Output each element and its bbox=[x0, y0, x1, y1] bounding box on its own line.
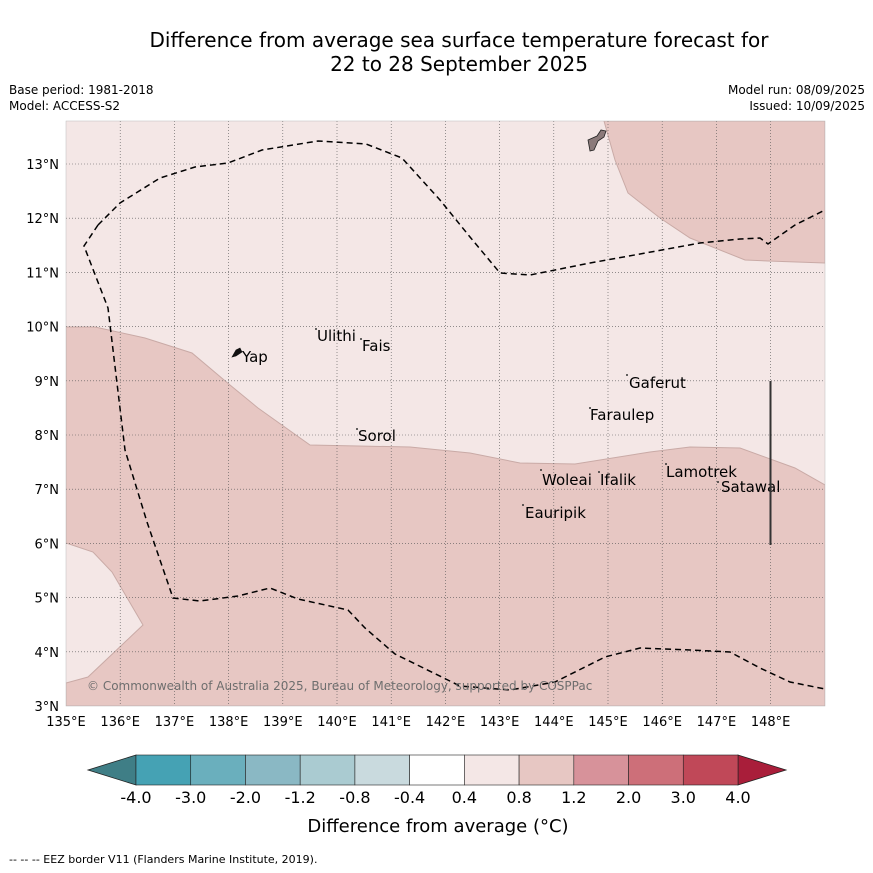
colorbar-segment bbox=[464, 754, 520, 786]
lon-tick-label: 148°E bbox=[751, 715, 791, 730]
lon-tick-label: 137°E bbox=[155, 715, 195, 730]
colorbar-segment bbox=[628, 754, 684, 786]
model-run: Model run: 08/09/2025 bbox=[727, 83, 865, 97]
colorbar-tick-label: 3.0 bbox=[671, 788, 696, 807]
lat-tick-label: 5°N bbox=[35, 592, 60, 607]
place-label-ifalik: Ifalik bbox=[600, 471, 636, 489]
place-label-faraulep: Faraulep bbox=[590, 406, 654, 424]
lon-tick-label: 142°E bbox=[426, 715, 466, 730]
colorbar-segment bbox=[409, 754, 465, 786]
island-dot bbox=[598, 471, 600, 473]
lon-tick-label: 146°E bbox=[642, 715, 682, 730]
graticule bbox=[66, 121, 825, 706]
base-period: Base period: 1981-2018 bbox=[9, 83, 154, 97]
lat-tick-label: 9°N bbox=[35, 375, 60, 390]
island-dot bbox=[356, 428, 358, 430]
colorbar-tick-label: 1.2 bbox=[561, 788, 586, 807]
colorbar-segment bbox=[354, 754, 410, 786]
island-dot bbox=[626, 374, 628, 376]
lat-tick-label: 13°N bbox=[26, 158, 59, 173]
axis-ticks: 135°E 136°E 137°E 138°E 139°E 140°E 141°E 142°E… bbox=[26, 158, 790, 730]
colorbar-under-arrow bbox=[86, 754, 137, 786]
title-line-2: 22 to 28 September 2025 bbox=[330, 52, 588, 76]
lat-tick-label: 12°N bbox=[26, 212, 59, 227]
place-label-yap: Yap bbox=[241, 348, 268, 366]
meta-right: Model run: 08/09/2025 Issued: 10/09/2025 bbox=[728, 82, 865, 114]
colorbar-tick-label: 0.8 bbox=[506, 788, 531, 807]
colorbar-tick-label: -1.2 bbox=[285, 788, 316, 807]
lat-tick-label: 4°N bbox=[35, 646, 60, 661]
lon-tick-label: 145°E bbox=[588, 715, 628, 730]
lat-tick-label: 7°N bbox=[35, 483, 60, 498]
place-label-fais: Fais bbox=[362, 337, 391, 355]
eez-border bbox=[83, 140, 825, 691]
colorbar-segment bbox=[518, 754, 575, 786]
lon-tick-label: 140°E bbox=[317, 715, 357, 730]
island-dot bbox=[665, 463, 667, 465]
lon-tick-label: 144°E bbox=[534, 715, 574, 730]
lat-tick-label: 11°N bbox=[26, 266, 59, 281]
title-line-1: Difference from average sea surface temp… bbox=[149, 28, 769, 52]
place-label-ulithi: Ulithi bbox=[317, 327, 356, 345]
anomaly-region-south bbox=[66, 326, 825, 706]
lon-tick-label: 143°E bbox=[480, 715, 520, 730]
colorbar-segment bbox=[682, 754, 739, 786]
place-label-satawal: Satawal bbox=[721, 478, 780, 496]
lat-tick-label: 6°N bbox=[35, 537, 60, 552]
place-label-sorol: Sorol bbox=[358, 427, 396, 445]
eez-legend: -- -- -- EEZ border V11 (Flanders Marine… bbox=[9, 853, 318, 866]
map-plot-area: Yap Ulithi Fais Sorol Gaferut Faraulep Woleai I… bbox=[66, 121, 825, 706]
colorbar-tick-label: -2.0 bbox=[230, 788, 261, 807]
place-label-gaferut: Gaferut bbox=[629, 374, 686, 392]
colorbar-segment bbox=[135, 754, 192, 786]
issued-date: Issued: 10/09/2025 bbox=[749, 99, 865, 113]
island-dot bbox=[522, 504, 524, 506]
colorbar-over-arrow bbox=[737, 754, 788, 786]
anomaly-region-northeast bbox=[603, 121, 825, 264]
lat-tick-label: 3°N bbox=[35, 700, 60, 715]
lon-tick-label: 141°E bbox=[371, 715, 411, 730]
guam-island bbox=[587, 129, 607, 152]
place-labels: Yap Ulithi Fais Sorol Gaferut Faraulep Woleai I… bbox=[241, 327, 780, 522]
colorbar-tick-label: -3.0 bbox=[175, 788, 206, 807]
map-frame bbox=[65, 120, 826, 707]
colorbar-tick-label: 2.0 bbox=[616, 788, 641, 807]
colorbar-segment bbox=[190, 754, 246, 786]
chart-title: Difference from average sea surface temp… bbox=[0, 28, 873, 76]
yap-island bbox=[231, 347, 243, 358]
meta-left: Base period: 1981-2018 Model: ACCESS-S2 bbox=[9, 82, 154, 114]
island-dot bbox=[589, 407, 591, 409]
lon-tick-label: 139°E bbox=[263, 715, 303, 730]
lat-tick-label: 8°N bbox=[35, 429, 60, 444]
lon-tick-label: 136°E bbox=[100, 715, 140, 730]
place-label-lamotrek: Lamotrek bbox=[666, 463, 737, 481]
island-dot bbox=[717, 481, 719, 483]
copyright-text: © Commonwealth of Australia 2025, Bureau… bbox=[87, 679, 592, 693]
place-label-woleai: Woleai bbox=[542, 471, 592, 489]
colorbar-label: Difference from average (°C) bbox=[307, 816, 568, 837]
colorbar: -4.0 -3.0 -2.0 -1.2 -0.8 -0.4 0.4 0.8 1.2 2.0 3.0 4… bbox=[86, 754, 788, 807]
colorbar-tick-label: -0.8 bbox=[339, 788, 370, 807]
lon-tick-label: 147°E bbox=[697, 715, 737, 730]
colorbar-tick-label: 0.4 bbox=[452, 788, 477, 807]
colorbar-segment bbox=[299, 754, 356, 786]
model-name: Model: ACCESS-S2 bbox=[9, 99, 121, 113]
colorbar-segment bbox=[245, 754, 301, 786]
islands bbox=[231, 129, 719, 506]
colorbar-tick-label: 4.0 bbox=[725, 788, 750, 807]
colorbar-tick-label: -0.4 bbox=[394, 788, 425, 807]
island-dot bbox=[540, 469, 542, 471]
place-label-eauripik: Eauripik bbox=[525, 504, 586, 522]
lon-tick-label: 138°E bbox=[209, 715, 249, 730]
island-dot bbox=[360, 338, 362, 340]
lon-tick-label: 135°E bbox=[46, 715, 86, 730]
lat-tick-label: 10°N bbox=[26, 321, 59, 336]
colorbar-segment bbox=[573, 754, 629, 786]
island-dot bbox=[315, 328, 317, 330]
colorbar-tick-label: -4.0 bbox=[120, 788, 151, 807]
